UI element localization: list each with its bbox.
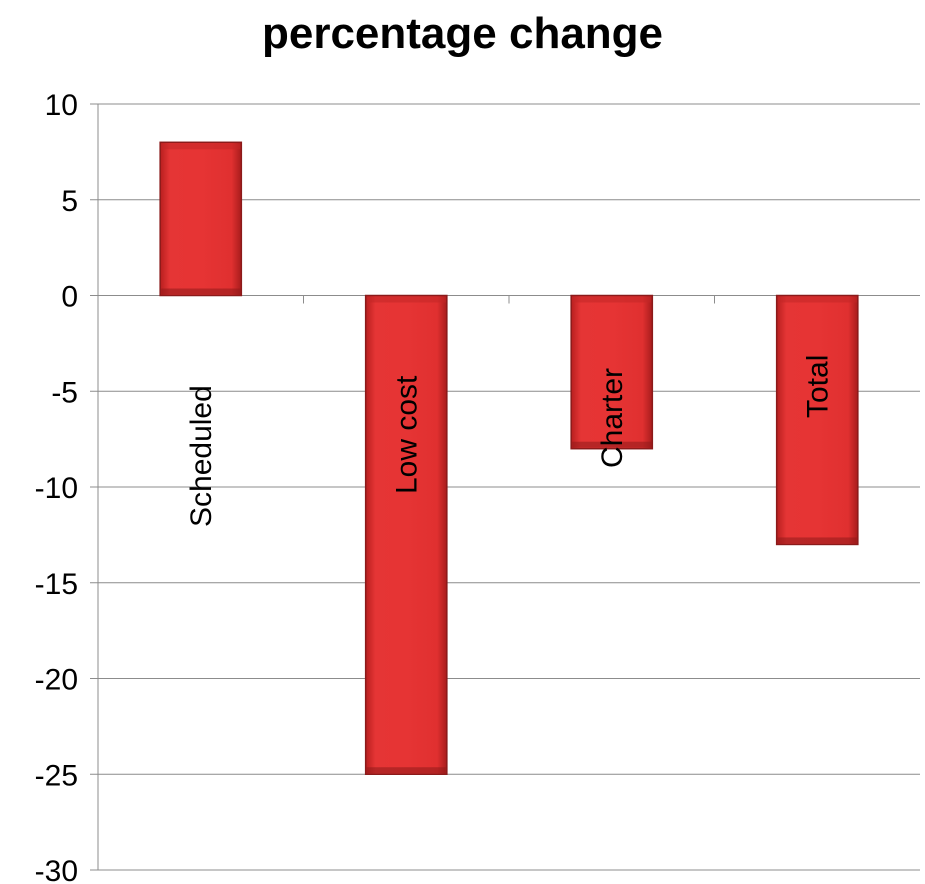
bar-low-cost: [364, 294, 448, 775]
bar: [364, 294, 448, 775]
bar: [570, 294, 654, 450]
y-tick-label: -20: [35, 664, 78, 697]
y-tick-label: -5: [51, 376, 78, 409]
bar-bevel-bottom: [572, 441, 652, 448]
bar-bevel-top: [366, 296, 446, 303]
chart-title: percentage change: [261, 9, 664, 58]
y-tick-label: 0: [61, 281, 78, 314]
category-label: Charter: [596, 368, 629, 468]
bar-bevel-top: [572, 296, 652, 303]
category-label: Low cost: [390, 375, 423, 494]
bar-bevel-top: [777, 296, 857, 303]
bar-charter: [570, 294, 654, 450]
bar-total: [775, 294, 859, 546]
y-tick-label: 5: [61, 185, 78, 218]
y-tick-label: -30: [35, 855, 78, 884]
bar-bevel-bottom: [777, 537, 857, 544]
bar-bevel-top: [161, 143, 241, 150]
bar-bevel-bottom: [366, 767, 446, 774]
labels: 10 5 0 -5 -10 -15 -20 -25 -30 Scheduled Low cost Ch…: [35, 89, 835, 884]
y-tick-label: -10: [35, 472, 78, 505]
category-label: Scheduled: [185, 385, 218, 527]
axes: [90, 103, 715, 871]
bars: [159, 141, 859, 775]
y-tick-label: -15: [35, 568, 78, 601]
bar-bevel-bottom: [161, 288, 241, 295]
bar-scheduled: [159, 141, 243, 297]
category-label: Total: [801, 355, 834, 418]
y-tick-label: -25: [35, 759, 78, 792]
bar: [775, 294, 859, 546]
bar: [159, 141, 243, 297]
y-tick-label: 10: [45, 89, 78, 122]
